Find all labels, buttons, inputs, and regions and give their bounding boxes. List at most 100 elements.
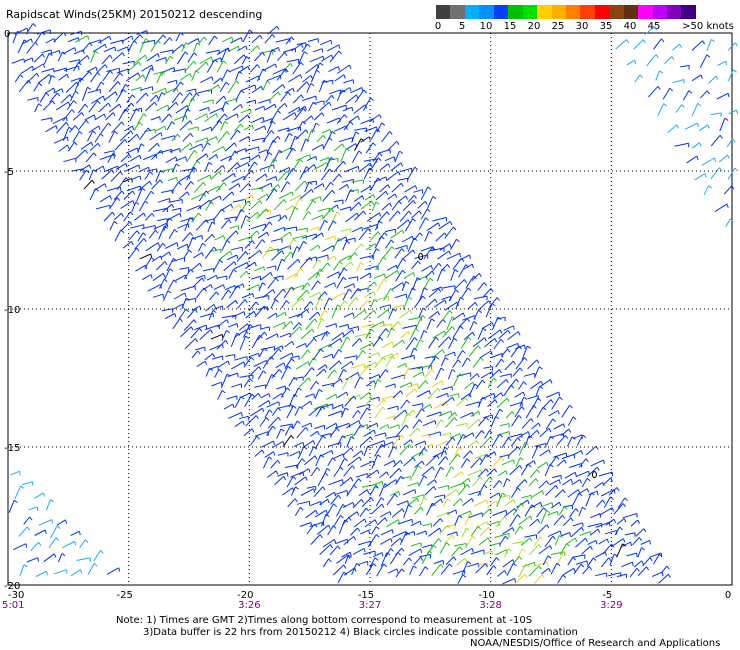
wind-barb-tick <box>190 181 194 185</box>
wind-barb <box>239 270 247 279</box>
wind-barb-tick <box>235 300 238 305</box>
wind-barb-tick <box>552 535 556 540</box>
wind-barb-tick <box>100 81 105 86</box>
wind-barb-tick <box>381 122 386 126</box>
wind-barb <box>291 297 303 308</box>
wind-barb <box>509 401 523 407</box>
wind-barb <box>388 352 398 359</box>
wind-barb <box>533 536 541 547</box>
wind-barb <box>370 440 385 446</box>
wind-barb-tick <box>104 64 108 69</box>
wind-barb-tick <box>507 437 512 442</box>
wind-barb <box>181 42 187 52</box>
wind-barb-tick <box>150 67 155 72</box>
wind-barb <box>486 468 495 477</box>
wind-barb <box>261 246 271 259</box>
wind-barb-tick <box>252 293 255 298</box>
wind-barb <box>359 436 371 447</box>
wind-barb <box>300 188 312 199</box>
wind-barb-tick <box>73 100 77 104</box>
wind-barb <box>58 73 68 81</box>
wind-barb <box>540 502 553 508</box>
wind-barb-tick <box>240 90 245 94</box>
wind-barb-tick <box>357 166 360 171</box>
wind-barb-tick <box>361 499 365 503</box>
wind-barb <box>234 420 244 428</box>
wind-barb <box>272 68 286 75</box>
wind-barb <box>559 543 568 556</box>
wind-barb <box>501 437 509 449</box>
wind-barb-tick <box>258 366 262 371</box>
wind-barb-tick <box>350 447 354 452</box>
wind-barb <box>576 560 588 565</box>
wind-barb <box>333 199 344 203</box>
wind-barb-tick <box>240 396 245 400</box>
wind-barb <box>319 310 325 321</box>
wind-barb-tick <box>271 49 276 53</box>
wind-barb <box>195 137 208 143</box>
wind-barb-tick <box>350 477 354 482</box>
wind-barb-tick <box>346 391 349 396</box>
wind-barb <box>419 554 431 558</box>
wind-barb-tick <box>404 409 408 414</box>
wind-barb-tick <box>500 392 504 397</box>
wind-barb <box>490 416 497 428</box>
wind-barb-tick <box>391 355 396 360</box>
wind-barb <box>370 299 375 309</box>
wind-barb-tick <box>517 331 521 336</box>
wind-barb <box>411 494 425 499</box>
wind-barb <box>87 89 101 94</box>
wind-barb <box>426 502 433 516</box>
wind-barb <box>475 563 486 574</box>
wind-barb-tick <box>462 350 466 354</box>
wind-barb-tick <box>163 278 168 283</box>
wind-barb-tick <box>387 309 390 314</box>
wind-barb <box>262 289 274 298</box>
lat-tick-label: 0 <box>4 29 10 40</box>
wind-barb-tick <box>332 220 337 224</box>
wind-barb-tick <box>357 410 361 414</box>
wind-barb-tick <box>485 468 489 473</box>
wind-barb-tick <box>245 215 250 219</box>
wind-barb <box>504 360 514 371</box>
wind-barb-tick <box>555 485 559 489</box>
wind-barb-tick <box>402 269 406 274</box>
wind-barb-tick <box>185 42 190 46</box>
wind-barb-tick <box>681 104 685 108</box>
wind-barb <box>503 384 512 397</box>
wind-barb <box>157 218 168 222</box>
wind-barb-tick <box>86 55 90 60</box>
wind-barb-tick <box>538 565 542 570</box>
wind-barb-tick <box>262 68 267 72</box>
wind-barb <box>205 304 215 312</box>
wind-barb-tick <box>256 64 261 69</box>
wind-barb-tick <box>371 201 375 206</box>
wind-barb-tick <box>363 548 366 553</box>
wind-barb <box>265 333 278 340</box>
wind-barb-tick <box>160 150 164 155</box>
wind-barb <box>152 207 168 212</box>
wind-barb <box>34 103 40 113</box>
wind-barb <box>361 323 374 328</box>
wind-barb-tick <box>301 458 306 462</box>
wind-barb <box>90 51 96 63</box>
wind-barb <box>502 577 515 585</box>
wind-barb-tick <box>520 502 525 507</box>
wind-barb-tick <box>425 530 427 535</box>
wind-barb-tick <box>394 193 398 198</box>
wind-barb <box>391 508 403 518</box>
wind-barb-tick <box>387 424 390 429</box>
wind-barb <box>418 307 424 318</box>
wind-barb <box>186 150 195 163</box>
wind-barb-tick <box>208 107 210 112</box>
wind-barb <box>92 43 106 53</box>
legend-swatch <box>493 5 509 19</box>
wind-barb <box>510 345 520 358</box>
wind-barb <box>258 149 268 154</box>
wind-barb-tick <box>654 26 658 31</box>
wind-barb-tick <box>23 39 28 43</box>
wind-barb-tick <box>498 480 503 485</box>
wind-barb-tick <box>408 557 412 562</box>
wind-barb-tick <box>466 483 471 488</box>
wind-barb <box>420 433 430 438</box>
